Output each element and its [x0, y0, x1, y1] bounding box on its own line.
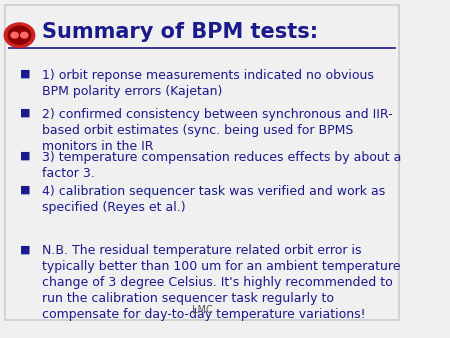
Text: ■: ■	[20, 151, 31, 161]
Text: N.B. The residual temperature related orbit error is
typically better than 100 u: N.B. The residual temperature related or…	[41, 244, 400, 321]
Text: 2) confirmed consistency between synchronous and IIR-
based orbit estimates (syn: 2) confirmed consistency between synchro…	[41, 107, 392, 153]
Text: ■: ■	[20, 185, 31, 195]
Text: Summary of BPM tests:: Summary of BPM tests:	[41, 22, 318, 42]
Text: 4) calibration sequencer task was verified and work as
specified (Reyes et al.): 4) calibration sequencer task was verifi…	[41, 185, 385, 214]
Circle shape	[4, 23, 35, 47]
Text: ■: ■	[20, 69, 31, 79]
Circle shape	[8, 26, 31, 44]
Text: LMC: LMC	[192, 305, 212, 315]
Circle shape	[21, 32, 28, 38]
Text: 1) orbit reponse measurements indicated no obvious
BPM polarity errors (Kajetan): 1) orbit reponse measurements indicated …	[41, 69, 374, 98]
Text: ■: ■	[20, 107, 31, 118]
Text: ■: ■	[20, 244, 31, 255]
Circle shape	[11, 32, 18, 38]
Text: 3) temperature compensation reduces effects by about a
factor 3.: 3) temperature compensation reduces effe…	[41, 151, 401, 180]
FancyBboxPatch shape	[5, 5, 399, 320]
